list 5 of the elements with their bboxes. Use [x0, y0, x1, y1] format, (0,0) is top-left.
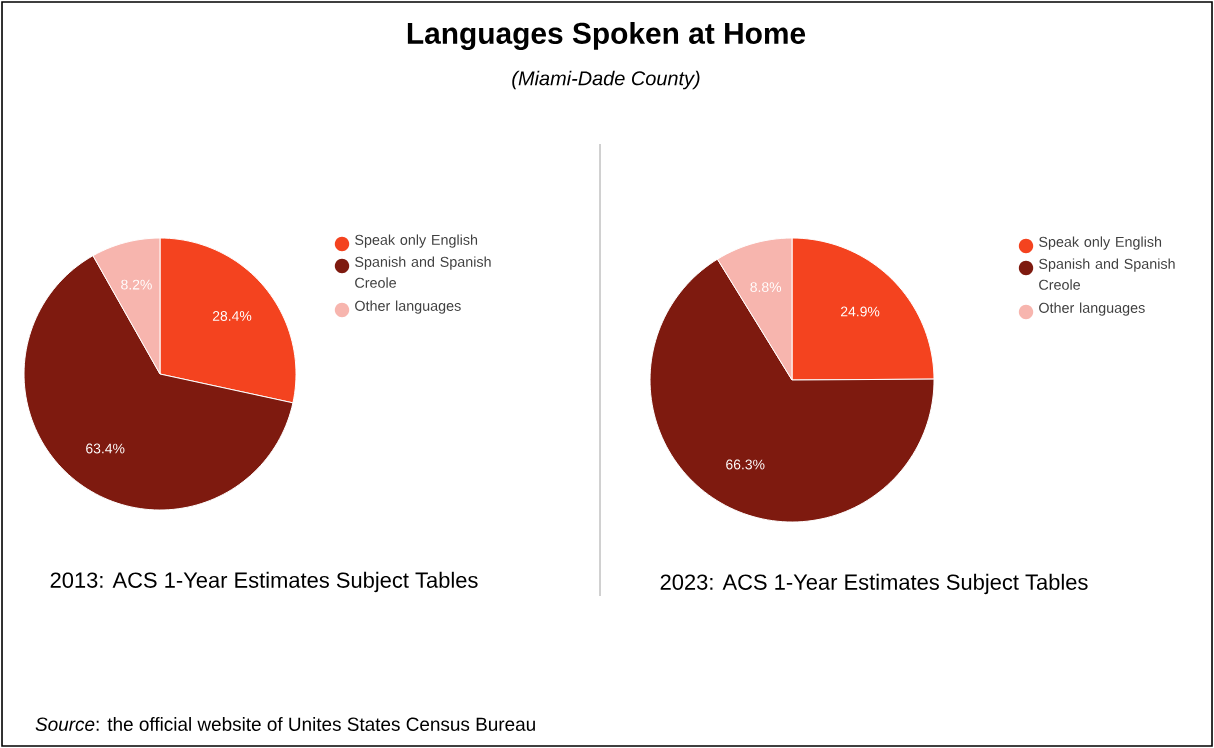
text: 2023: ACS 1-Year Estimates Subject Tables: [660, 573, 1088, 595]
text: 2013: ACS 1-Year Estimates Subject Tables: [50, 571, 478, 593]
text: Source: the official website of Unites States Census Bureau: [35, 717, 535, 731]
text: (Miami-Dade County): [512, 70, 700, 90]
text: Languages Spoken at Home: [407, 22, 806, 51]
